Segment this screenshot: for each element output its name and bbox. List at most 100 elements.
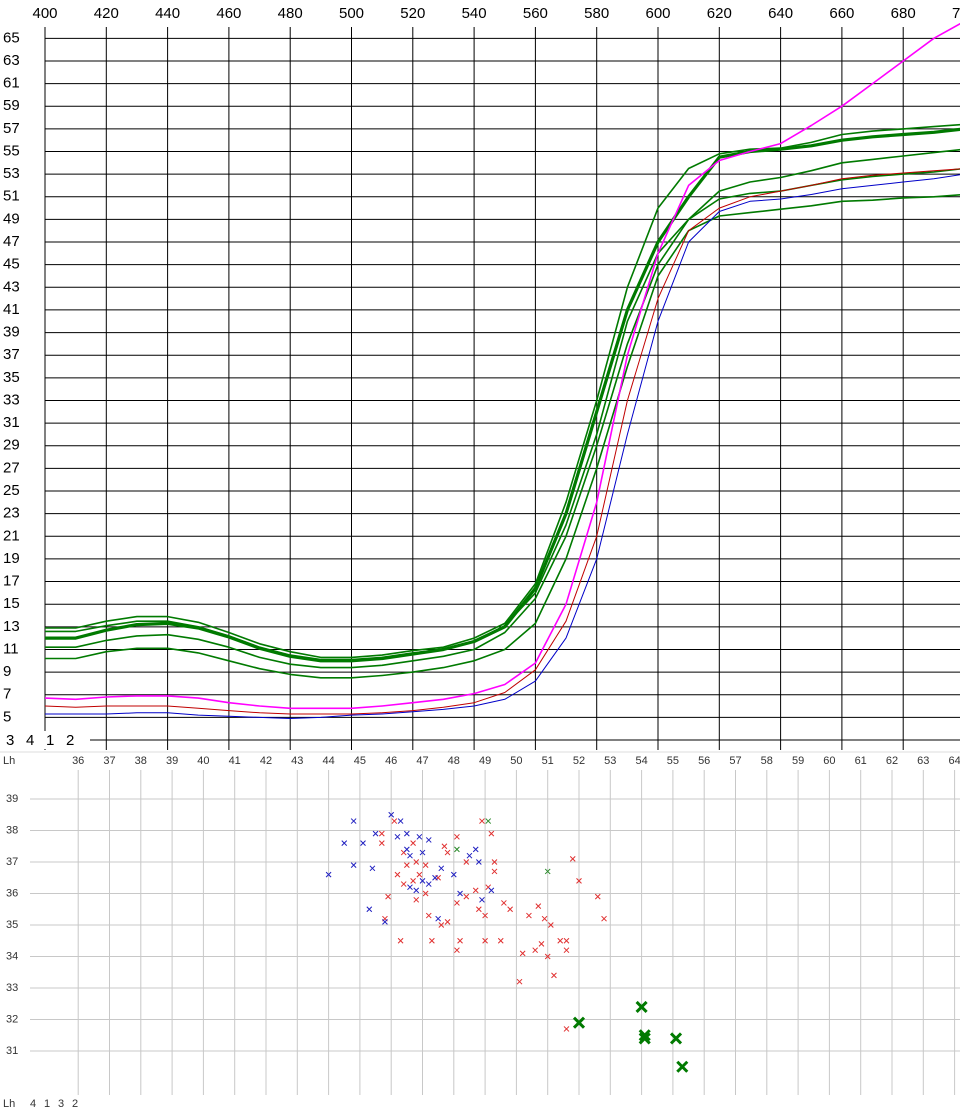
y-tick-label: 55 (3, 142, 20, 159)
x-tick-label: 640 (768, 5, 793, 22)
y-tick-label: 65 (3, 29, 20, 46)
scatter-point (385, 893, 391, 900)
series-line (44, 168, 960, 715)
scatter-point (497, 937, 504, 944)
scatter-point (422, 890, 429, 897)
scatter-point (638, 1032, 651, 1045)
x-tick-label: 54 (635, 755, 647, 767)
scatter-point (535, 903, 542, 909)
y-tick-label: 34 (6, 950, 18, 962)
scatter-point (454, 833, 460, 840)
scatter-point (388, 811, 395, 818)
x-tick-label: 41 (229, 755, 241, 767)
scatter-point (410, 840, 416, 846)
x-tick-label: 52 (573, 755, 585, 767)
scatter-point (394, 871, 401, 878)
scatter-point (563, 1026, 570, 1032)
scatter-point (397, 818, 404, 824)
scatter-point (466, 852, 473, 859)
scatter-point (594, 893, 601, 900)
series-line (45, 174, 960, 719)
scatter-point (425, 912, 432, 919)
scatter-point (425, 837, 432, 843)
x-tick-label: 42 (260, 755, 272, 767)
scatter-point (429, 937, 435, 944)
scatter-point (472, 887, 479, 894)
scatter-point (403, 846, 410, 853)
x-tick-label: 44 (322, 755, 334, 767)
scatter-point (435, 915, 442, 922)
y-tick-label: 9 (3, 663, 11, 680)
scatter-point (482, 937, 488, 944)
y-tick-label: 33 (3, 391, 20, 408)
x-tick-label: 43 (291, 755, 303, 767)
scatter-point (485, 818, 492, 824)
x-tick-label: 620 (707, 5, 732, 22)
scatter-point (507, 906, 513, 913)
scatter-point (538, 941, 545, 947)
scatter-point (482, 912, 488, 919)
series-line (45, 148, 960, 669)
scatter-point (457, 937, 463, 944)
scatter-point (360, 840, 366, 846)
scatter-point (444, 918, 451, 925)
y-tick-label: 15 (3, 595, 20, 612)
x-tick-label: 560 (523, 5, 548, 22)
x-tick-label: 58 (761, 755, 773, 767)
y-tick-label: 61 (3, 75, 20, 92)
y-tick-label: 13 (3, 618, 20, 635)
scatter-point (450, 871, 457, 878)
x-tick-label: 62 (886, 755, 898, 767)
scatter-point (454, 947, 460, 954)
series-line (44, 22, 960, 710)
x-tick-label: 660 (829, 5, 854, 22)
scatter-point (425, 881, 432, 887)
x-tick-label: 700 (952, 5, 960, 22)
legend-entry: 1 (44, 1098, 50, 1110)
legend-entry: 4 (26, 732, 34, 749)
x-tick-label: 480 (278, 5, 303, 22)
x-tick-label: 580 (584, 5, 609, 22)
scatter-point (341, 840, 348, 846)
x-tick-label: 460 (216, 5, 241, 22)
y-tick-label: 57 (3, 120, 20, 137)
scatter-point (397, 937, 404, 944)
x-tick-label: 680 (891, 5, 916, 22)
y-tick-label: 5 (3, 708, 11, 725)
scatter-point (491, 859, 498, 865)
x-tick-label: 55 (667, 755, 679, 767)
y-tick-label: 27 (3, 459, 20, 476)
y-tick-label: 17 (3, 573, 20, 590)
x-tick-label: 39 (166, 755, 178, 767)
scatter-point (472, 846, 479, 853)
y-tick-label: 29 (3, 437, 20, 454)
scatter-point (457, 890, 463, 897)
y-tick-label: 35 (3, 369, 20, 386)
y-tick-label: 37 (6, 856, 18, 868)
x-tick-label: 38 (135, 755, 147, 767)
scatter-point (516, 978, 523, 985)
scatter-point (572, 1016, 586, 1029)
scatter-point (407, 852, 413, 859)
x-tick-label: 420 (94, 5, 119, 22)
y-tick-label: 25 (3, 482, 20, 499)
y-tick-label: 31 (6, 1045, 18, 1057)
scatter-point (601, 915, 607, 922)
x-tick-label: 520 (400, 5, 425, 22)
y-tick-label: 32 (6, 1013, 18, 1025)
scatter-point (551, 972, 557, 979)
scatter-point (532, 947, 539, 954)
scatter-point (413, 896, 420, 903)
legend-entry: 3 (6, 732, 14, 749)
x-tick-label: 64 (948, 755, 960, 767)
legend-bg (0, 731, 90, 749)
y-tick-label: 41 (3, 301, 20, 318)
scatter-point (463, 893, 470, 900)
scatter-point (369, 865, 376, 872)
y-tick-label: 31 (3, 414, 20, 431)
scatter-point (569, 855, 576, 862)
x-tick-label: 46 (385, 755, 397, 767)
scatter-point (479, 818, 485, 824)
